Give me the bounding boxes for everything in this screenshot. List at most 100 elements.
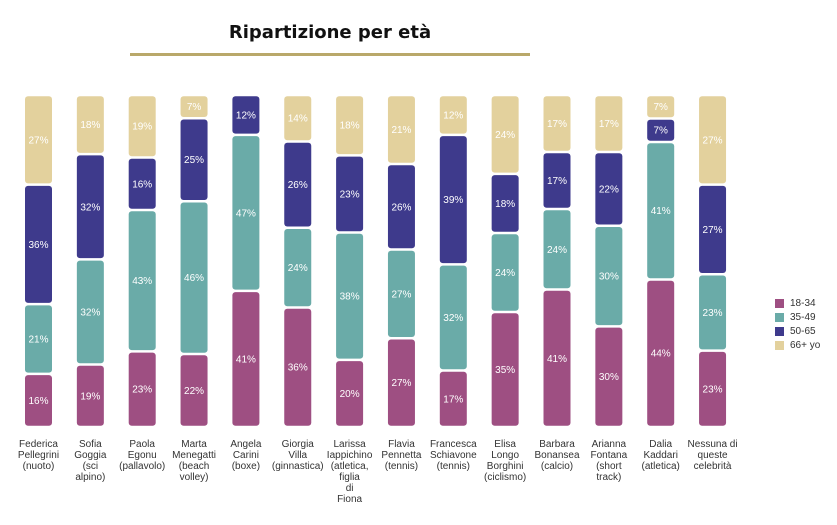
value-label: 18%	[80, 120, 100, 131]
bar-segment-66-yo-9	[491, 96, 519, 173]
category-label-line: Iappichino	[326, 450, 373, 461]
category-label-line: Flavia	[388, 439, 415, 450]
category-label-line: Giorgia	[281, 439, 314, 450]
bar-segment-50-65-4	[232, 96, 260, 134]
value-label: 30%	[599, 272, 619, 283]
category-label-line: Federica	[19, 439, 58, 450]
category-label-line: (sci	[82, 461, 99, 472]
legend-item: 50-65	[775, 324, 820, 338]
bar-segment-18-34-4	[232, 292, 260, 426]
category-label-line: Marta	[181, 439, 207, 450]
category-label-line: figlia	[339, 472, 360, 483]
value-label: 14%	[288, 114, 308, 125]
legend-item: 18-34	[775, 296, 820, 310]
bar-segment-35-49-5	[284, 229, 312, 307]
legend-swatch	[775, 298, 784, 308]
bar-segment-50-65-5	[284, 142, 312, 227]
bar-segment-50-65-1	[76, 155, 104, 259]
legend: 18-34 35-49 50-65 66+ yo	[775, 296, 820, 352]
bar-segment-66-yo-7	[387, 96, 415, 163]
bar-segment-35-49-13	[699, 275, 727, 350]
category-label: Nessuna di queste celebrità	[673, 439, 753, 472]
title-underline	[130, 53, 530, 56]
category-label-line: celebrità	[693, 461, 732, 472]
bar-segment-66-yo-10	[543, 96, 571, 151]
value-label: 21%	[391, 125, 411, 136]
value-label: 19%	[132, 122, 152, 133]
category-label-line: (tennis)	[384, 461, 419, 472]
value-label: 47%	[236, 208, 256, 219]
value-label: 26%	[288, 180, 308, 191]
value-label: 22%	[184, 386, 204, 397]
value-label: 46%	[184, 273, 204, 284]
bar-segment-18-34-0	[25, 375, 52, 426]
chart-title: Ripartizione per età	[228, 22, 432, 43]
category-label-line: Goggia	[74, 450, 107, 461]
category-label-line: Francesca	[429, 439, 477, 450]
value-label: 17%	[547, 176, 567, 187]
value-label: 7%	[187, 102, 202, 113]
category-label-line: Borghini	[486, 461, 524, 472]
category-label-line: (tennis)	[436, 461, 470, 472]
value-label: 36%	[288, 363, 308, 374]
bar-segment-35-49-7	[387, 250, 415, 337]
bar-segment-66-yo-11	[595, 96, 623, 151]
bar-segment-35-49-2	[128, 211, 156, 351]
category-label-line: di	[345, 483, 354, 494]
category-label-line: (ginnastica)	[271, 461, 324, 472]
bar-segment-35-49-12	[647, 143, 675, 279]
bar-segment-50-65-9	[491, 175, 519, 232]
bar-segment-66-yo-8	[439, 96, 467, 134]
value-label: 35%	[495, 365, 515, 376]
category-label-line: (beach	[178, 461, 210, 472]
value-label: 18%	[340, 121, 360, 132]
bar-segment-66-yo-5	[284, 96, 312, 141]
value-label: 18%	[495, 199, 515, 210]
category-label: Francesca Schiavone (tennis)	[413, 439, 493, 472]
value-label: 23%	[132, 385, 152, 396]
category-label-line: (calcio)	[540, 461, 574, 472]
category-label-line: track)	[596, 472, 622, 483]
bar-segment-35-49-4	[232, 136, 260, 290]
bar-segment-35-49-11	[595, 227, 623, 326]
category-label-line: Pennetta	[381, 450, 422, 461]
legend-item: 66+ yo	[775, 338, 820, 352]
bar-segment-50-65-6	[336, 156, 364, 232]
category-label-line: Bonansea	[534, 450, 580, 461]
category-label: Dalia Kaddari (atletica)	[621, 439, 701, 472]
bar-segment-35-49-10	[543, 210, 571, 289]
value-label: 17%	[547, 119, 567, 130]
bar-segment-18-34-7	[387, 339, 415, 426]
bar-segment-18-34-12	[647, 280, 675, 426]
value-label: 7%	[653, 102, 668, 113]
category-label-line: Pellegrini	[17, 450, 60, 461]
bar-segment-66-yo-0	[25, 96, 52, 184]
value-label: 25%	[184, 155, 204, 166]
category-label-line: Arianna	[591, 439, 627, 450]
value-label: 39%	[443, 195, 463, 206]
value-label: 24%	[547, 245, 567, 256]
value-label: 41%	[651, 206, 671, 217]
bar-segment-35-49-1	[76, 260, 104, 364]
category-label-line: (atletica)	[641, 461, 680, 472]
category-label-line: Angela	[230, 439, 262, 450]
category-label-line: Villa	[288, 450, 308, 461]
category-label: Flavia Pennetta (tennis)	[361, 439, 441, 472]
value-label: 41%	[236, 354, 256, 365]
bar-segment-35-49-8	[439, 265, 467, 370]
category-label-line: (short	[596, 461, 622, 472]
value-label: 19%	[80, 391, 100, 402]
value-label: 27%	[391, 289, 411, 300]
value-label: 44%	[651, 349, 671, 360]
category-label-line: (atletica,	[330, 461, 369, 472]
value-label: 27%	[391, 378, 411, 389]
category-label-line: Nessuna di	[687, 439, 738, 450]
category-label-line: Menegatti	[172, 450, 216, 461]
bar-segment-18-34-8	[439, 371, 467, 426]
category-label-line: alpino)	[75, 472, 106, 483]
legend-label: 66+ yo	[790, 339, 821, 351]
category-label-line: Sofia	[78, 439, 102, 450]
bar-segment-35-49-3	[180, 202, 208, 353]
legend-item: 35-49	[775, 310, 820, 324]
bar-segment-66-yo-13	[699, 96, 727, 184]
